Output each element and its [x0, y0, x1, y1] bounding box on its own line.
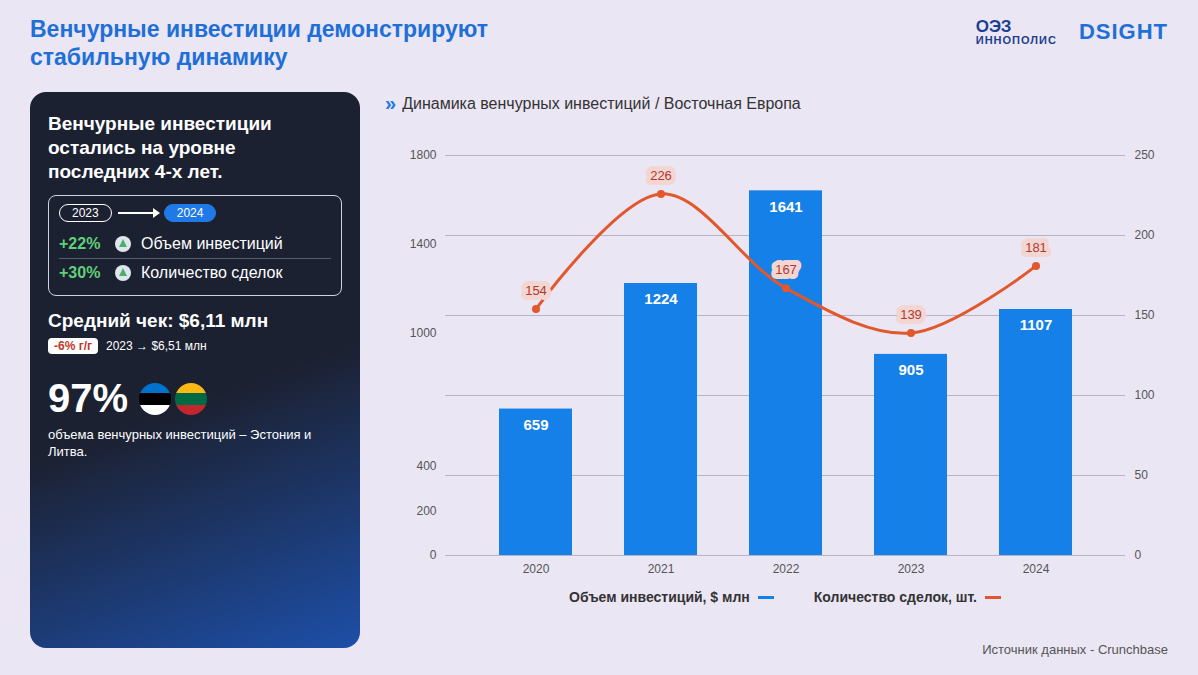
- html-text:ИННОПОЛИС: ИННОПОЛИС: [975, 34, 1057, 46]
- svg-text:150: 150: [1135, 308, 1155, 322]
- svg-text:139: 139: [900, 307, 922, 322]
- html-text:Количество сделок, шт.: Количество сделок, шт.: [813, 589, 977, 605]
- svg-text:200: 200: [416, 504, 436, 518]
- svg-text:50: 50: [1135, 468, 1149, 482]
- html-text:объема венчурных инвестиций –: объема венчурных инвестиций – Эстония и …: [48, 427, 312, 460]
- html-text:Венчурные инвестиции демонстри: Венчурные инвестиции демонстрируют стаби…: [30, 16, 489, 70]
- html-text:2023: 2023: [72, 206, 99, 221]
- svg-text:1107: 1107: [1020, 316, 1053, 333]
- svg-text:181: 181: [1025, 240, 1047, 255]
- html-text:ОЭЗ: ОЭЗ: [975, 17, 1012, 36]
- svg-text:250: 250: [1135, 148, 1155, 162]
- svg-text:1000: 1000: [410, 326, 437, 340]
- html-text:Источник данных - Crunchbase: Источник данных - Crunchbase: [982, 642, 1168, 657]
- svg-text:400: 400: [416, 459, 436, 473]
- svg-text:2022: 2022: [773, 562, 800, 576]
- html-text:DSIGHT: DSIGHT: [1078, 19, 1168, 44]
- svg-text:1800: 1800: [410, 148, 437, 162]
- svg-text:0: 0: [430, 548, 437, 562]
- svg-text:154: 154: [525, 283, 547, 298]
- svg-text:167: 167: [775, 262, 797, 277]
- svg-text:200: 200: [1135, 228, 1155, 242]
- html-text:97%: 97%: [48, 376, 129, 421]
- html-text:-6% г/г: -6% г/г: [54, 339, 92, 354]
- html-text:Объем инвестиций, $ млн: Объем инвестиций, $ млн: [569, 589, 750, 605]
- html-text:+30%: +30%: [59, 264, 101, 282]
- svg-text:100: 100: [1135, 388, 1155, 402]
- html-text:Венчурные инвестиции остались: Венчурные инвестиции остались на уровне …: [48, 113, 272, 182]
- svg-text:2020: 2020: [523, 562, 550, 576]
- html-text:2024: 2024: [176, 206, 204, 221]
- svg-text:659: 659: [523, 416, 548, 433]
- svg-text:2023: 2023: [898, 562, 925, 576]
- html-text:Количество сделок: Количество сделок: [141, 264, 283, 282]
- svg-text:226: 226: [650, 168, 672, 183]
- svg-text:2021: 2021: [648, 562, 675, 576]
- html-text:Динамика венчурных инвестиций: Динамика венчурных инвестиций / Восточна…: [402, 94, 801, 112]
- html-text:Средний чек: $6,11 млн: Средний чек: $6,11 млн: [48, 310, 269, 332]
- html-text:Объем инвестиций: Объем инвестиций: [141, 235, 283, 253]
- svg-text:1641: 1641: [769, 198, 802, 215]
- svg-text:0: 0: [1135, 548, 1142, 562]
- svg-text:1224: 1224: [644, 290, 678, 307]
- svg-text:1400: 1400: [410, 237, 437, 251]
- html-text:2023 → $6,51 млн: 2023 → $6,51 млн: [106, 339, 207, 354]
- html-text:+22%: +22%: [59, 235, 101, 253]
- svg-text:2024: 2024: [1023, 562, 1050, 576]
- svg-text:905: 905: [898, 361, 923, 378]
